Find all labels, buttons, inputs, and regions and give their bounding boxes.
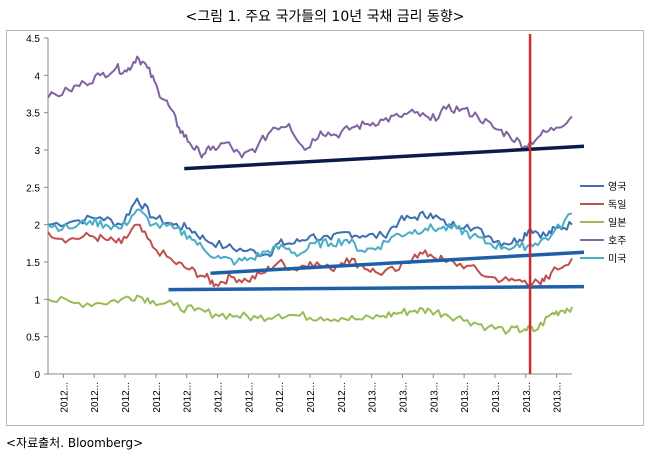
x-tick-label: 2013... — [398, 382, 409, 413]
source-note: <자료출처. Bloomberg> — [6, 436, 144, 450]
legend-label: 독일 — [608, 199, 626, 211]
y-tick-label: 3 — [34, 146, 40, 157]
trend-line — [168, 284, 585, 292]
chart-title: <그림 1. 주요 국가들의 10년 국채 금리 동향> — [185, 9, 465, 25]
y-tick-label: 4 — [34, 71, 40, 82]
x-tick-label: 2013... — [429, 382, 440, 413]
x-tick-label: 2013... — [368, 382, 379, 413]
series-line-미국 — [47, 208, 573, 266]
x-tick-label: 2013... — [553, 382, 564, 413]
y-tick-label: 4.5 — [26, 34, 40, 45]
y-tick-label: 2 — [34, 221, 40, 232]
y-tick-label: 1 — [34, 295, 40, 306]
series-line-호주 — [47, 55, 573, 159]
x-tick-label: 2012... — [337, 382, 348, 413]
x-tick-label: 2013... — [460, 382, 471, 413]
y-tick-label: 2.5 — [26, 183, 40, 194]
legend-label: 호주 — [608, 235, 626, 247]
y-tick-label: 1.5 — [26, 258, 40, 269]
chart-frame — [6, 30, 644, 426]
legend-label: 미국 — [608, 253, 626, 265]
x-tick-label: 2012... — [306, 382, 317, 413]
series-line-일본 — [47, 294, 573, 335]
y-tick-label: 0.5 — [26, 333, 40, 344]
chart-series — [47, 55, 573, 335]
legend-label: 일본 — [608, 217, 626, 229]
trend-line — [184, 144, 585, 171]
x-tick-label: 2012... — [275, 382, 286, 413]
x-tick-label: 2012... — [244, 382, 255, 413]
trend-line — [210, 250, 585, 275]
series-line-독일 — [47, 223, 573, 288]
x-tick-label: 2012... — [214, 382, 225, 413]
x-tick-label: 2013... — [522, 382, 533, 413]
x-tick-label: 2012... — [183, 382, 194, 413]
x-tick-label: 2012... — [59, 382, 70, 413]
y-tick-label: 3.5 — [26, 109, 40, 120]
chart-annotations — [168, 34, 585, 374]
x-tick-label: 2012... — [90, 382, 101, 413]
x-tick-label: 2012... — [121, 382, 132, 413]
x-tick-label: 2012... — [152, 382, 163, 413]
chart-axes: 0 0.5 1 1.5 2 2.5 3 3.5 4 4.5 2012... 2012... 2012..… — [26, 34, 572, 413]
legend-label: 영국 — [608, 181, 626, 193]
x-tick-label: 2013... — [491, 382, 502, 413]
y-tick-label: 0 — [34, 370, 40, 381]
series-line-영국 — [47, 197, 573, 258]
